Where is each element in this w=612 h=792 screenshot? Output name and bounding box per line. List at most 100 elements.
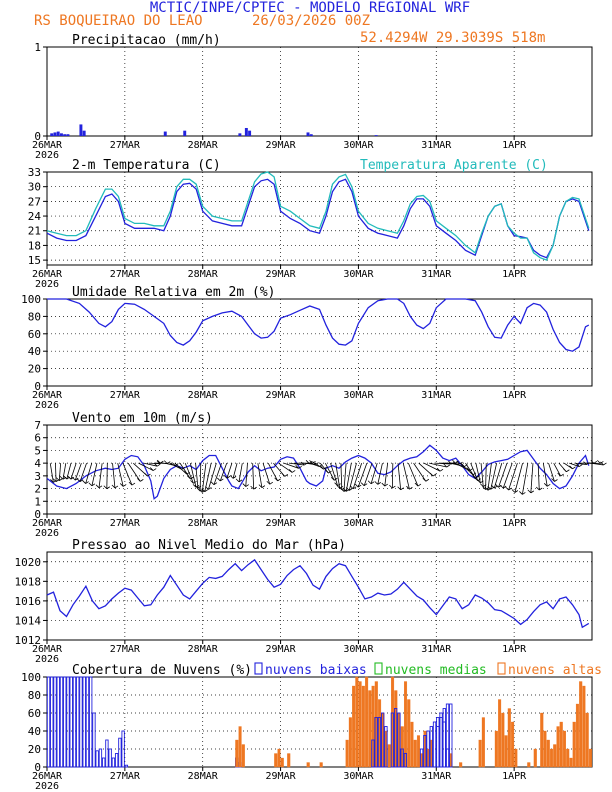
cloud-bar-low (432, 721, 437, 768)
wind-arrow (589, 462, 604, 466)
pres-xtick-label: 29MAR (266, 644, 297, 655)
rh-xtick-label: 30MAR (343, 390, 374, 401)
wind-arrow (199, 463, 202, 492)
pres-ytick-label: 1018 (15, 575, 42, 588)
cloud-title: Cobertura de Nuvens (%) (72, 663, 252, 678)
precip-frame (46, 46, 593, 137)
wind-arrow-head (551, 478, 558, 482)
rh-ytick-label: 60 (28, 328, 41, 341)
cloud-bar-low (114, 753, 119, 768)
wind-ytick-label: 7 (34, 419, 41, 432)
precip-bar (56, 131, 60, 136)
wind-arrow-head (149, 467, 157, 471)
cloud-bar-low (98, 748, 103, 768)
wind-arrow (91, 463, 98, 486)
wind-arrow (219, 463, 228, 482)
wind-arrow-head (56, 477, 63, 481)
wind-arrow-head (490, 484, 498, 489)
wind-arrow (330, 463, 338, 486)
wind-arrow (449, 462, 465, 467)
cloud-bar-high (540, 712, 544, 768)
wind-arrow-head (367, 480, 375, 485)
temp-ytick-label: 27 (28, 195, 41, 208)
cloud-bar-high (407, 699, 411, 768)
wind-arrow (238, 463, 243, 482)
wind-arrow (340, 463, 343, 490)
cloud-bar-low (380, 712, 385, 768)
cloud-ytick-label: 40 (28, 725, 41, 738)
wind-arrow (213, 463, 222, 485)
wind-arrow (514, 463, 523, 493)
wind-arrow (502, 463, 513, 489)
cloud-bar-high (319, 762, 323, 768)
wind-arrow-head (128, 481, 136, 486)
wind-arrow (508, 463, 518, 491)
wind-arrow (189, 463, 197, 488)
precip-xtick-label: 31MAR (421, 140, 452, 151)
temp-ytick-label: 33 (28, 166, 41, 179)
cloud-bar-high (238, 726, 242, 768)
cloud-ytick-label: 20 (28, 743, 41, 756)
temp-ytick-label: 21 (28, 225, 41, 238)
wind-arrow (201, 463, 207, 493)
cloud-bar-low (121, 730, 125, 768)
wind-arrow-head (557, 472, 564, 477)
wind-arrow (226, 463, 233, 479)
cloud-bar-low (108, 748, 112, 768)
wind-arrow-head (95, 484, 103, 489)
precip-panel: 0 1 26MAR 27MAR 28MAR 29MAR 30MAR 31MAR 1APR 2026… (32, 33, 593, 161)
cloud-bar-low (403, 753, 408, 768)
cloud-bar-low (105, 739, 109, 768)
wind-arrow (542, 463, 548, 487)
cloud-bar-low (101, 757, 106, 768)
wind-ytick-label: 0 (34, 508, 41, 521)
pres-ytick-label: 1014 (15, 614, 42, 627)
cloud-bar-high (478, 739, 482, 768)
precip-xtick-label: 27MAR (110, 140, 141, 151)
wind-xtick-label: 29MAR (266, 518, 297, 529)
cloud-bar-low (46, 676, 51, 768)
cloud-ytick-label: 100 (21, 671, 41, 684)
temp-xtick-label: 1APR (502, 269, 527, 280)
cloud-bar-high (559, 721, 563, 768)
wind-arrow-head (452, 459, 459, 464)
cloud-bar-high (235, 739, 239, 768)
wind-arrow-head (345, 487, 353, 491)
wind-arrow (112, 463, 116, 489)
temp-line-apparent (46, 171, 590, 261)
cloud-bar-high (562, 730, 566, 768)
wind-arrow-head (157, 459, 164, 464)
wind-arrow (262, 463, 271, 485)
precip-bar (238, 133, 242, 136)
wind-arrow-head (487, 486, 494, 490)
wind-arrow-head (266, 480, 274, 485)
wind-arrow (429, 462, 447, 468)
cloud-bar-low (118, 737, 122, 768)
wind-arrow (470, 462, 479, 481)
cloud-bar-high (556, 726, 560, 768)
wind-frame (46, 424, 593, 515)
cloud-bar-high (277, 748, 281, 768)
pres-xtick-label: 1APR (502, 644, 527, 655)
cloud-year-label: 2026 (35, 781, 59, 792)
cloud-bar-high (410, 721, 414, 768)
wind-arrow-head (334, 482, 341, 486)
wind-arrow (408, 462, 419, 487)
wind-arrow-head (103, 485, 111, 490)
wind-arrow-head (569, 465, 576, 470)
wind-arrow-head (354, 483, 362, 488)
pres-line-mslp (46, 558, 590, 629)
cloud-bar-high (361, 685, 365, 768)
cloud-bar-low (56, 676, 60, 768)
temp-xtick-label: 28MAR (188, 269, 219, 280)
cloud-bar-high (585, 712, 589, 768)
cloud-bar-high (588, 748, 592, 768)
rh-xtick-label: 31MAR (421, 390, 452, 401)
cloud-bar-high (501, 712, 505, 768)
precip-ytick-label: 1 (34, 41, 41, 54)
wind-arrow (465, 462, 476, 479)
temp-xtick-label: 27MAR (110, 269, 141, 280)
wind-arrow (245, 463, 248, 487)
